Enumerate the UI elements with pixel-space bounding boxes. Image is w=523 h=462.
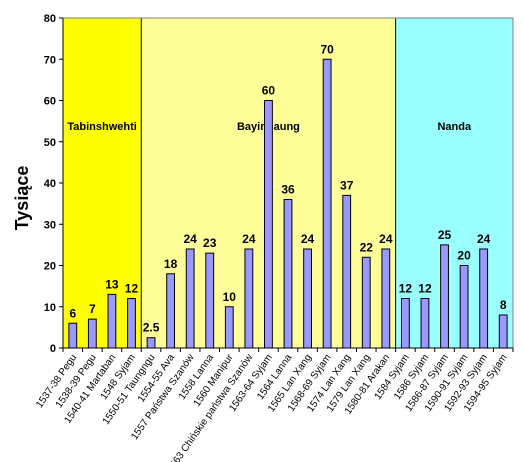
y-tick-label: 0 [50, 343, 56, 355]
bar [400, 298, 410, 349]
data-label: 24 [379, 232, 393, 246]
bar [361, 256, 371, 349]
data-label: 36 [281, 183, 295, 197]
data-label: 6 [69, 306, 76, 320]
y-tick-label: 50 [44, 137, 56, 149]
bar [146, 337, 156, 349]
era-band-0 [63, 18, 142, 348]
data-label: 13 [105, 277, 119, 291]
bar [303, 248, 312, 349]
data-label: 24 [183, 232, 197, 246]
bar [224, 306, 234, 349]
era-label: Tabinshwehti [67, 121, 136, 133]
data-label: 10 [223, 290, 237, 304]
era-label: Nanda [437, 121, 472, 133]
y-tick-label: 70 [44, 54, 56, 66]
bar [479, 248, 489, 349]
bar [440, 244, 449, 349]
data-label: 12 [125, 282, 139, 296]
y-axis-label: Tysiące [12, 166, 32, 231]
data-label: 24 [477, 232, 491, 246]
bar [244, 248, 254, 349]
axes: 0 10 20 30 40 50 60 70 80 [44, 13, 514, 355]
y-tick-label: 60 [44, 96, 56, 108]
bars [68, 58, 508, 349]
bar [381, 248, 391, 349]
bar [205, 252, 215, 349]
y-tick-label: 80 [44, 13, 56, 25]
bar [127, 298, 136, 349]
data-label: 12 [418, 282, 432, 296]
data-label: 20 [457, 249, 471, 263]
data-label: 37 [340, 178, 354, 192]
y-tick-label: 20 [44, 261, 56, 273]
bar [185, 248, 195, 349]
data-label: 24 [301, 232, 315, 246]
y-tick-label: 40 [44, 178, 56, 190]
bar [68, 322, 78, 349]
bar [107, 293, 117, 349]
bar [420, 298, 430, 349]
y-tick-label: 10 [44, 302, 56, 314]
data-label: 23 [203, 236, 217, 250]
data-labels: 6 7 13 12 2.5 18 24 23 10 24 60 36 24 70 37 22 24 12 12 25 2… [69, 42, 506, 334]
data-label: 8 [500, 298, 507, 312]
data-label: 2.5 [143, 321, 160, 335]
bar [342, 194, 352, 349]
bar [283, 199, 293, 349]
bar [87, 318, 97, 349]
data-label: 22 [360, 240, 374, 254]
bar [166, 273, 176, 349]
data-label: 25 [438, 228, 452, 242]
bar [322, 58, 332, 349]
bar [459, 265, 469, 349]
data-label: 70 [320, 42, 334, 56]
bar [498, 314, 508, 349]
era-band-2 [395, 18, 513, 348]
data-label: 18 [164, 257, 178, 271]
data-label: 7 [89, 302, 96, 316]
data-label: 12 [399, 282, 413, 296]
y-tick-label: 30 [44, 219, 56, 231]
data-label: 60 [262, 84, 276, 98]
bar [264, 100, 273, 349]
data-label: 24 [242, 232, 256, 246]
